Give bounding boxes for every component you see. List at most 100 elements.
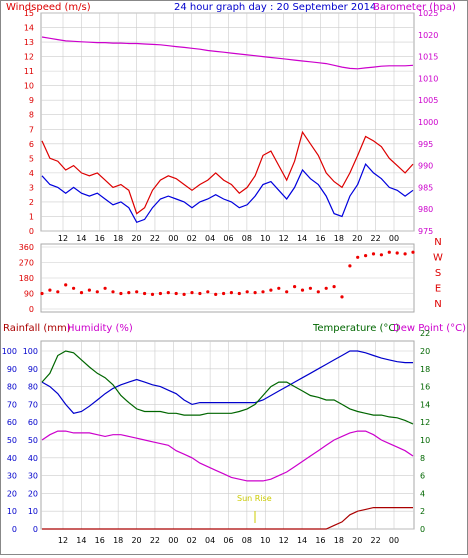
windspeed-tick-label: 15 [24, 9, 34, 18]
windspeed-tick-label: 4 [29, 169, 34, 178]
direction-point [245, 290, 249, 294]
direction-point [364, 254, 368, 258]
temperature-label: Temperature (°C) [312, 323, 399, 334]
x-tick-label: 00 [168, 234, 178, 243]
direction-point [79, 291, 84, 295]
humidity-tick-label: 0 [33, 525, 38, 534]
x-tick-label: 22 [150, 234, 160, 243]
direction-point [237, 291, 241, 296]
barometer-tick-label: 1000 [418, 118, 438, 127]
sunrise-annotation: Sun Rise [237, 494, 272, 503]
rainfall-label: Rainfall (mm) [3, 323, 71, 334]
direction-point [316, 290, 320, 294]
dewpoint-axis: 0 2 4 6 8 10 12 14 16 18 20 22 [420, 329, 430, 534]
direction-point [190, 291, 194, 295]
direction-tick-label: 90 [24, 290, 34, 299]
barometer-title: Barometer (hpa) [373, 2, 456, 13]
dewpoint-tick-label: 0 [420, 525, 425, 534]
dewpoint-label: Dew Point (°C) [393, 323, 466, 334]
barometer-tick-label: 985 [418, 183, 433, 192]
direction-point [150, 292, 155, 296]
temp-plot-area [40, 340, 415, 530]
dewpoint-tick-label: 22 [420, 329, 430, 338]
direction-tick-label: 270 [19, 259, 34, 268]
direction-point [87, 288, 91, 292]
x-tick-label: 00 [389, 536, 399, 545]
humidity-tick-label: 70 [28, 400, 38, 409]
direction-point [293, 285, 297, 289]
wind-series [41, 36, 414, 224]
dewpoint-tick-label: 2 [420, 507, 425, 516]
dewpoint-tick-label: 4 [420, 489, 425, 498]
direction-point [166, 291, 170, 295]
dewpoint-tick-label: 12 [420, 418, 430, 427]
direction-point [111, 290, 115, 294]
temp-series [41, 350, 414, 530]
barometer-tick-label: 995 [418, 140, 433, 149]
x-tick-label: 16 [95, 536, 105, 545]
dewpoint-tick-label: 20 [420, 347, 430, 356]
x-tick-label: 04 [205, 234, 215, 243]
x-tick-label: 12 [279, 234, 289, 243]
rainfall-tick-label: 10 [7, 507, 17, 516]
rainfall-tick-label: 80 [7, 383, 17, 392]
rainfall-tick-label: 100 [2, 347, 17, 356]
x-tick-label: 08 [242, 536, 252, 545]
rainfall-tick-label: 60 [7, 418, 17, 427]
rainfall-tick-label: 40 [7, 454, 17, 463]
direction-point [411, 250, 415, 254]
compass-label: S [435, 268, 441, 279]
dewpoint-tick-label: 14 [420, 400, 430, 409]
x-tick-label: 12 [279, 536, 289, 545]
direction-point [379, 253, 383, 257]
direction-point [48, 288, 52, 292]
x-tick-label: 14 [76, 536, 86, 545]
dewpoint-tick-label: 16 [420, 383, 430, 392]
humidity-tick-label: 60 [28, 418, 38, 427]
direction-point [198, 291, 202, 296]
direction-grid [41, 246, 414, 310]
x-tick-label: 16 [315, 536, 325, 545]
windspeed-tick-label: 3 [29, 183, 34, 192]
dewpoint-tick-label: 8 [420, 454, 425, 463]
direction-point [371, 252, 376, 256]
barometer-tick-label: 1010 [418, 74, 438, 83]
humidity-tick-label: 100 [23, 347, 38, 356]
x-tick-label: 18 [113, 234, 123, 243]
dewpoint-tick-label: 18 [420, 365, 430, 374]
barometer-tick-label: 1020 [418, 31, 438, 40]
direction-point [143, 291, 147, 296]
humidity-tick-label: 80 [28, 383, 38, 392]
direction-point [269, 288, 273, 292]
windspeed-tick-label: 5 [29, 154, 34, 163]
rainfall-tick-label: 0 [12, 525, 17, 534]
x-tick-label: 20 [131, 536, 141, 545]
compass-label: N [434, 237, 441, 248]
rainfall-line [42, 507, 413, 530]
barometer-axis: 975 980 985 990 995 1000 1005 1010 1015 1020 1025 [418, 9, 438, 236]
x-tick-label: 20 [352, 234, 362, 243]
rainfall-tick-label: 20 [7, 489, 17, 498]
humidity-line [41, 430, 414, 482]
dew_point-line [41, 350, 414, 425]
direction-tick-label: 360 [19, 243, 34, 252]
x-tick-label: 10 [260, 234, 270, 243]
humidity-tick-label: 40 [28, 454, 38, 463]
direction-point [332, 285, 336, 289]
humidity-label: Humidity (%) [67, 323, 133, 334]
barometer-tick-label: 1015 [418, 53, 438, 62]
x-tick-label: 08 [242, 234, 252, 243]
barometer-tick-label: 990 [418, 162, 433, 171]
x-tick-label: 12 [58, 536, 68, 545]
x-tick-label: 22 [150, 536, 160, 545]
x-axis-top: 12 14 16 18 20 22 00 02 04 06 08 10 12 14 16 18 20 22 00 [58, 234, 399, 243]
windspeed-tick-label: 14 [24, 24, 34, 33]
x-tick-label: 10 [260, 536, 270, 545]
wind-plot-area [40, 12, 415, 232]
direction-point [64, 283, 68, 287]
direction-tick-label: 180 [19, 274, 34, 283]
barometer-tick-label: 1025 [418, 9, 438, 18]
direction-point [348, 264, 352, 268]
